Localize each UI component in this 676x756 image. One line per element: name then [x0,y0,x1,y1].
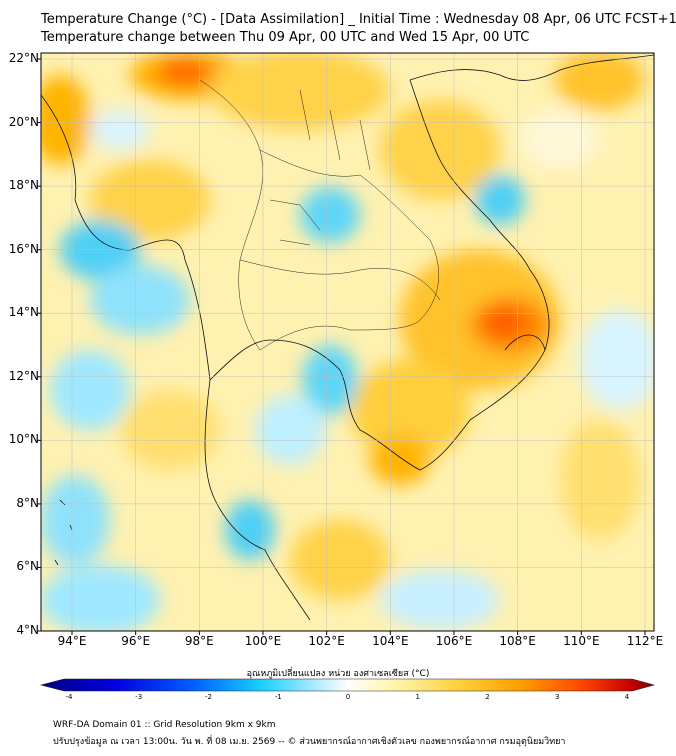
footer-credit: ปรับปรุงข้อมูล ณ เวลา 13:00น. วัน พ. ที่… [53,737,566,747]
lat-label: 4°N [16,623,39,637]
colorbar-title: อุณหภูมิเปลี่ยนแปลง หน่วย องศาเซลเซียส (… [246,669,430,679]
lat-label: 22°N [8,51,39,65]
map-subtitle: Temperature change between Thu 09 Apr, 0… [41,30,530,45]
colorbar [39,678,656,692]
lat-label: 6°N [16,559,39,574]
coastlines [41,54,654,621]
lat-label: 18°N [8,178,39,193]
lon-label: 112°E [626,634,664,648]
lat-label: 16°N [8,241,39,256]
province-borders [199,79,441,351]
lon-label: 96°E [121,634,151,648]
lon-label: 100°E [244,634,282,648]
temperature-field [41,53,654,631]
colorbar-tick-label: 3 [555,693,560,701]
axis-ticks [37,58,646,635]
colorbar-tick-label: -2 [205,693,212,701]
lon-label: 108°E [499,634,536,648]
colorbar-tick-label: 4 [624,693,630,701]
lat-label: 12°N [8,368,39,383]
lon-label: 104°E [372,634,409,648]
colorbar-tick-label: 0 [345,693,351,701]
lon-label: 98°E [184,634,214,648]
lon-label: 110°E [563,634,600,648]
lat-label: 10°N [8,432,39,447]
lat-label: 20°N [8,114,39,129]
lon-label: 106°E [435,634,473,648]
lat-label: 14°N [8,305,39,320]
graticule [41,53,654,632]
colorbar-tick-label: -4 [65,693,73,701]
map-frame [40,52,655,632]
colorbar-tick-label: 1 [415,693,420,701]
colorbar-tick-label: -3 [135,693,143,701]
lon-label: 94°E [57,634,87,648]
lat-label: 8°N [16,495,39,510]
colorbar-tick-label: 2 [485,693,490,701]
colorbar-tick-label: -1 [274,693,282,701]
footer-model-info: WRF-DA Domain 01 :: Grid Resolution 9km … [53,720,276,730]
map-title: Temperature Change (°C) - [Data Assimila… [41,12,676,27]
lon-label: 102°E [308,634,345,648]
